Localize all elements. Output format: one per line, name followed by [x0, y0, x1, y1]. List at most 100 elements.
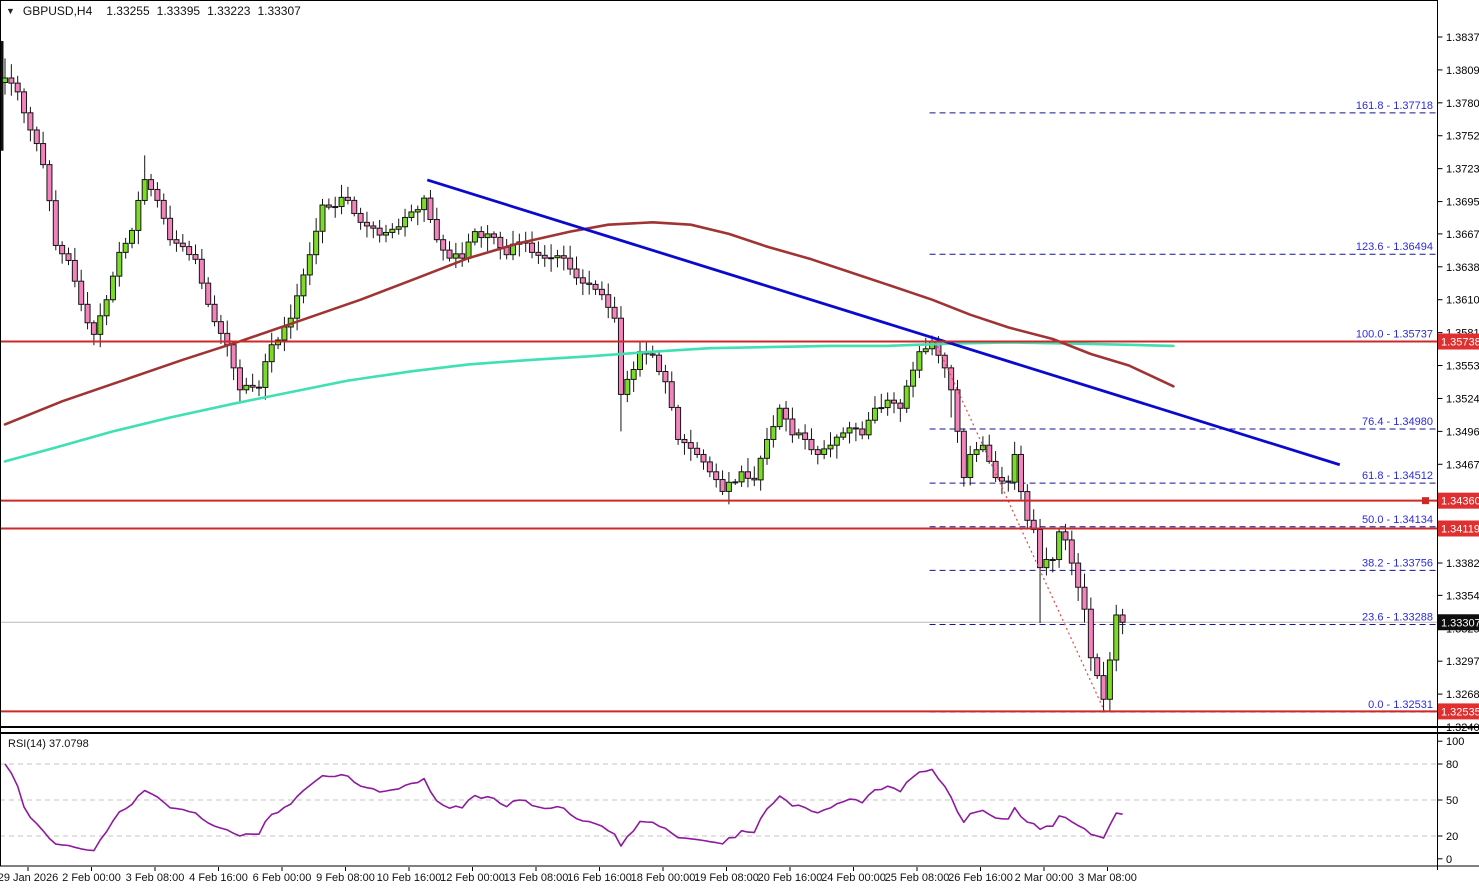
fib-level-label: 50.0 - 1.34134 — [1362, 514, 1433, 526]
price-badge-label: 1.32535 — [1441, 706, 1479, 718]
date-label: 16 Feb 16:00 — [567, 872, 632, 884]
candle-bear — [859, 428, 866, 436]
price-badge — [1438, 333, 1479, 350]
candle-bear — [814, 449, 821, 455]
date-label: 24 Feb 00:00 — [821, 872, 886, 884]
pane-separator[interactable] — [0, 732, 1479, 734]
candle-bear — [325, 204, 332, 208]
quote-open: 1.33255 — [106, 4, 150, 18]
candle-bear — [357, 212, 364, 223]
price-tick-label: 1.32685 — [1446, 689, 1479, 701]
candle-bull — [97, 315, 104, 335]
candle-bear — [1100, 675, 1107, 700]
price-tick-label: 1.34675 — [1446, 459, 1479, 471]
date-label: 13 Feb 08:00 — [504, 872, 569, 884]
candle-bull — [262, 361, 269, 388]
candle-bear — [78, 280, 85, 305]
candle-bear — [706, 461, 713, 473]
candle-bear — [611, 306, 618, 319]
candle-bear — [236, 367, 243, 391]
candle-bear — [351, 199, 358, 214]
candle-bear — [573, 268, 580, 279]
price-tick-label: 1.35530 — [1446, 361, 1479, 373]
price-badge — [1438, 614, 1479, 631]
price-tick-label: 1.37235 — [1446, 164, 1479, 176]
candle-bull — [922, 348, 929, 353]
candle-bear — [376, 227, 383, 236]
candle-bull — [338, 196, 345, 208]
candle-bear — [249, 384, 256, 388]
candle-bear — [852, 427, 859, 430]
rsi-tick-label: 50 — [1446, 795, 1458, 807]
candle-bull — [833, 436, 840, 446]
candle-bear — [46, 164, 53, 202]
candle-bear — [586, 282, 593, 285]
candle-bear — [21, 91, 28, 114]
price-tick-label: 1.36385 — [1446, 262, 1479, 274]
candle-bull — [122, 242, 129, 253]
price-tick-label: 1.36670 — [1446, 229, 1479, 241]
candle-bear — [1049, 558, 1056, 561]
symbol-dropdown-icon[interactable]: ▼ — [6, 6, 15, 16]
price-tick-label: 1.34960 — [1446, 426, 1479, 438]
candle-bear — [954, 389, 961, 432]
candle-bear — [668, 381, 675, 408]
candle-bull — [827, 444, 834, 450]
date-label: 10 Feb 16:00 — [377, 872, 442, 884]
candle-bull — [624, 378, 631, 395]
candle-bear — [84, 303, 91, 324]
candle-bull — [383, 231, 389, 236]
candle-bear — [440, 239, 447, 251]
candle-bull — [846, 427, 853, 434]
candle-bear — [789, 418, 796, 436]
descending-trendline[interactable] — [426, 178, 1341, 467]
fib-level-label: 123.6 - 1.36494 — [1356, 241, 1433, 253]
fib-level-label: 76.4 - 1.34980 — [1362, 416, 1433, 428]
candle-bear — [497, 236, 504, 249]
date-label: 4 Feb 16:00 — [189, 872, 248, 884]
candle-bear — [217, 321, 224, 334]
fib-level-label: 38.2 - 1.33756 — [1362, 557, 1433, 569]
date-label: 3 Mar 08:00 — [1078, 872, 1137, 884]
candle-bear — [192, 254, 199, 260]
candle-bull — [135, 199, 142, 231]
moving-average-brown — [3, 221, 1175, 426]
candle-bull — [319, 204, 326, 232]
candle-bear — [662, 371, 669, 383]
candle-bear — [186, 246, 193, 256]
candle-bear — [167, 217, 174, 241]
candle-bear — [656, 354, 663, 373]
date-label: 6 Feb 00:00 — [253, 872, 312, 884]
price-tick-label: 1.35245 — [1446, 393, 1479, 405]
date-label: 9 Feb 08:00 — [316, 872, 375, 884]
candle-bear — [65, 253, 72, 261]
candle-bear — [579, 277, 586, 284]
candle-bear — [986, 444, 993, 462]
candle-bear — [605, 294, 612, 308]
candle-bull — [389, 228, 396, 233]
candle-bull — [770, 426, 777, 440]
candle-bear — [363, 221, 370, 227]
candle-bull — [725, 481, 732, 492]
candle-bear — [675, 406, 682, 440]
candle-bear — [1018, 453, 1024, 493]
price-badge-label: 1.34360 — [1441, 496, 1479, 508]
candle-bear — [344, 196, 351, 201]
candle-bull — [973, 449, 980, 455]
candle-bear — [751, 477, 758, 481]
candle-bear — [687, 442, 694, 449]
candle-bull — [776, 407, 783, 428]
pane-separator[interactable] — [0, 726, 1479, 728]
candle-bull — [1113, 614, 1120, 661]
candle-bear — [1037, 529, 1044, 569]
line-drag-handle[interactable] — [1422, 497, 1429, 505]
candle-bear — [592, 283, 599, 290]
candle-bear — [230, 344, 237, 369]
candle-bull — [402, 216, 409, 228]
rsi-indicator-label: RSI(14) 37.0798 — [8, 738, 89, 750]
candle-bear — [52, 200, 59, 246]
candle-bear — [198, 258, 205, 284]
candle-bear — [802, 432, 809, 440]
